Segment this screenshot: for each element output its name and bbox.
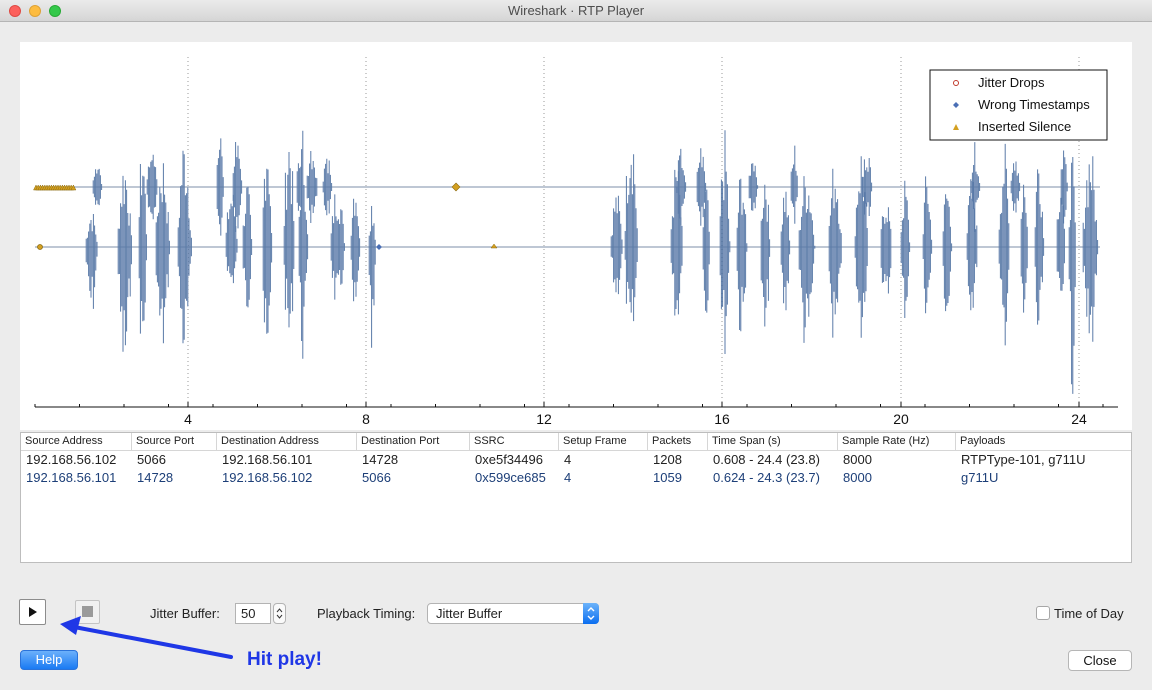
stream-1-waveform xyxy=(92,138,1068,236)
table-header: Source Address Source Port Destination A… xyxy=(21,433,1131,451)
playback-timing-label: Playback Timing: xyxy=(317,606,416,621)
cell-sample-rate: 8000 xyxy=(843,470,872,485)
wrong-timestamps-marker-icon xyxy=(953,102,959,108)
cell-destination-port: 5066 xyxy=(362,470,391,485)
playback-timing-value: Jitter Buffer xyxy=(436,606,503,621)
cell-payloads: RTPType-101, g711U xyxy=(961,452,1086,467)
waveform-plot[interactable]: 4 8 12 16 20 24 Jitter Drops Wrong Timestamps… xyxy=(20,42,1132,430)
wrong-timestamps-marker xyxy=(376,244,382,250)
cell-sample-rate: 8000 xyxy=(843,452,872,467)
play-button[interactable] xyxy=(19,599,46,625)
annotation-arrow-icon xyxy=(60,616,233,659)
jitter-buffer-label: Jitter Buffer: xyxy=(150,606,220,621)
cell-source-port: 5066 xyxy=(137,452,166,467)
help-button[interactable]: Help xyxy=(20,650,78,670)
cell-payloads: g711U xyxy=(961,470,999,485)
col-sample-rate[interactable]: Sample Rate (Hz) xyxy=(838,433,956,451)
inserted-silence-marker xyxy=(37,244,43,250)
jitter-buffer-input[interactable]: 50 xyxy=(235,603,271,624)
legend-inserted-silence: Inserted Silence xyxy=(978,119,1071,134)
x-tick-label: 8 xyxy=(362,411,370,427)
col-destination-port[interactable]: Destination Port xyxy=(357,433,470,451)
stop-icon xyxy=(82,606,93,617)
time-of-day-label[interactable]: Time of Day xyxy=(1054,606,1124,621)
x-tick-label: 20 xyxy=(893,411,909,427)
cell-ssrc: 0xe5f34496 xyxy=(475,452,543,467)
streams-table[interactable]: Source Address Source Port Destination A… xyxy=(20,432,1132,563)
cell-source-address: 192.168.56.102 xyxy=(26,452,117,467)
cell-source-port: 14728 xyxy=(137,470,174,485)
cell-packets: 1059 xyxy=(653,470,682,485)
window-title: Wireshark · RTP Player xyxy=(507,3,645,18)
play-icon xyxy=(29,607,37,617)
inserted-silence-marker xyxy=(490,243,498,249)
table-row[interactable]: 192.168.56.101 14728 192.168.56.102 5066… xyxy=(21,469,1131,487)
x-tick-label: 24 xyxy=(1071,411,1087,427)
annotation-hit-play: Hit play! xyxy=(247,649,322,670)
cell-destination-address: 192.168.56.102 xyxy=(222,470,313,485)
col-packets[interactable]: Packets xyxy=(648,433,708,451)
col-source-port[interactable]: Source Port xyxy=(132,433,217,451)
col-source-address[interactable]: Source Address xyxy=(21,433,132,451)
cell-time-span: 0.624 - 24.3 (23.7) xyxy=(713,470,820,485)
jitter-buffer-stepper[interactable] xyxy=(273,603,286,624)
x-tick-label: 12 xyxy=(536,411,552,427)
jitter-drops-marker-icon xyxy=(953,80,959,86)
close-button[interactable]: Close xyxy=(1068,650,1132,671)
col-setup-frame[interactable]: Setup Frame xyxy=(559,433,648,451)
inserted-silence-marker xyxy=(70,184,77,191)
cell-time-span: 0.608 - 24.4 (23.8) xyxy=(713,452,820,467)
col-destination-address[interactable]: Destination Address xyxy=(217,433,357,451)
cell-destination-address: 192.168.56.101 xyxy=(222,452,313,467)
plot-legend: Jitter Drops Wrong Timestamps Inserted S… xyxy=(929,69,1108,141)
col-ssrc[interactable]: SSRC xyxy=(470,433,559,451)
legend-jitter-drops: Jitter Drops xyxy=(978,75,1045,90)
playback-timing-select[interactable]: Jitter Buffer xyxy=(427,603,599,624)
x-tick-label: 4 xyxy=(184,411,192,427)
col-payloads[interactable]: Payloads xyxy=(960,435,1006,447)
inserted-silence-marker-icon xyxy=(953,124,959,130)
title-bar: Wireshark · RTP Player xyxy=(0,0,1152,22)
cell-setup-frame: 4 xyxy=(564,452,572,467)
cell-packets: 1208 xyxy=(653,452,682,467)
waveform-plot-canvas[interactable]: 4 8 12 16 20 24 Jitter Drops Wrong Timestamps… xyxy=(20,42,1132,430)
table-row[interactable]: 192.168.56.102 5066 192.168.56.101 14728… xyxy=(21,451,1131,469)
x-tick-label: 16 xyxy=(714,411,730,427)
inserted-silence-marker xyxy=(451,182,461,192)
cell-setup-frame: 4 xyxy=(564,470,572,485)
stepper-arrows-icon xyxy=(276,608,283,619)
col-time-span[interactable]: Time Span (s) xyxy=(708,433,838,451)
window-zoom-icon[interactable] xyxy=(49,5,61,17)
select-chevron-icon xyxy=(583,603,599,624)
cell-ssrc: 0x599ce685 xyxy=(475,470,546,485)
window-close-icon[interactable] xyxy=(9,5,21,17)
cell-destination-port: 14728 xyxy=(362,452,399,467)
window-minimize-icon[interactable] xyxy=(29,5,41,17)
time-of-day-checkbox[interactable] xyxy=(1036,606,1050,620)
legend-wrong-timestamps: Wrong Timestamps xyxy=(978,97,1090,112)
cell-source-address: 192.168.56.101 xyxy=(26,470,117,485)
